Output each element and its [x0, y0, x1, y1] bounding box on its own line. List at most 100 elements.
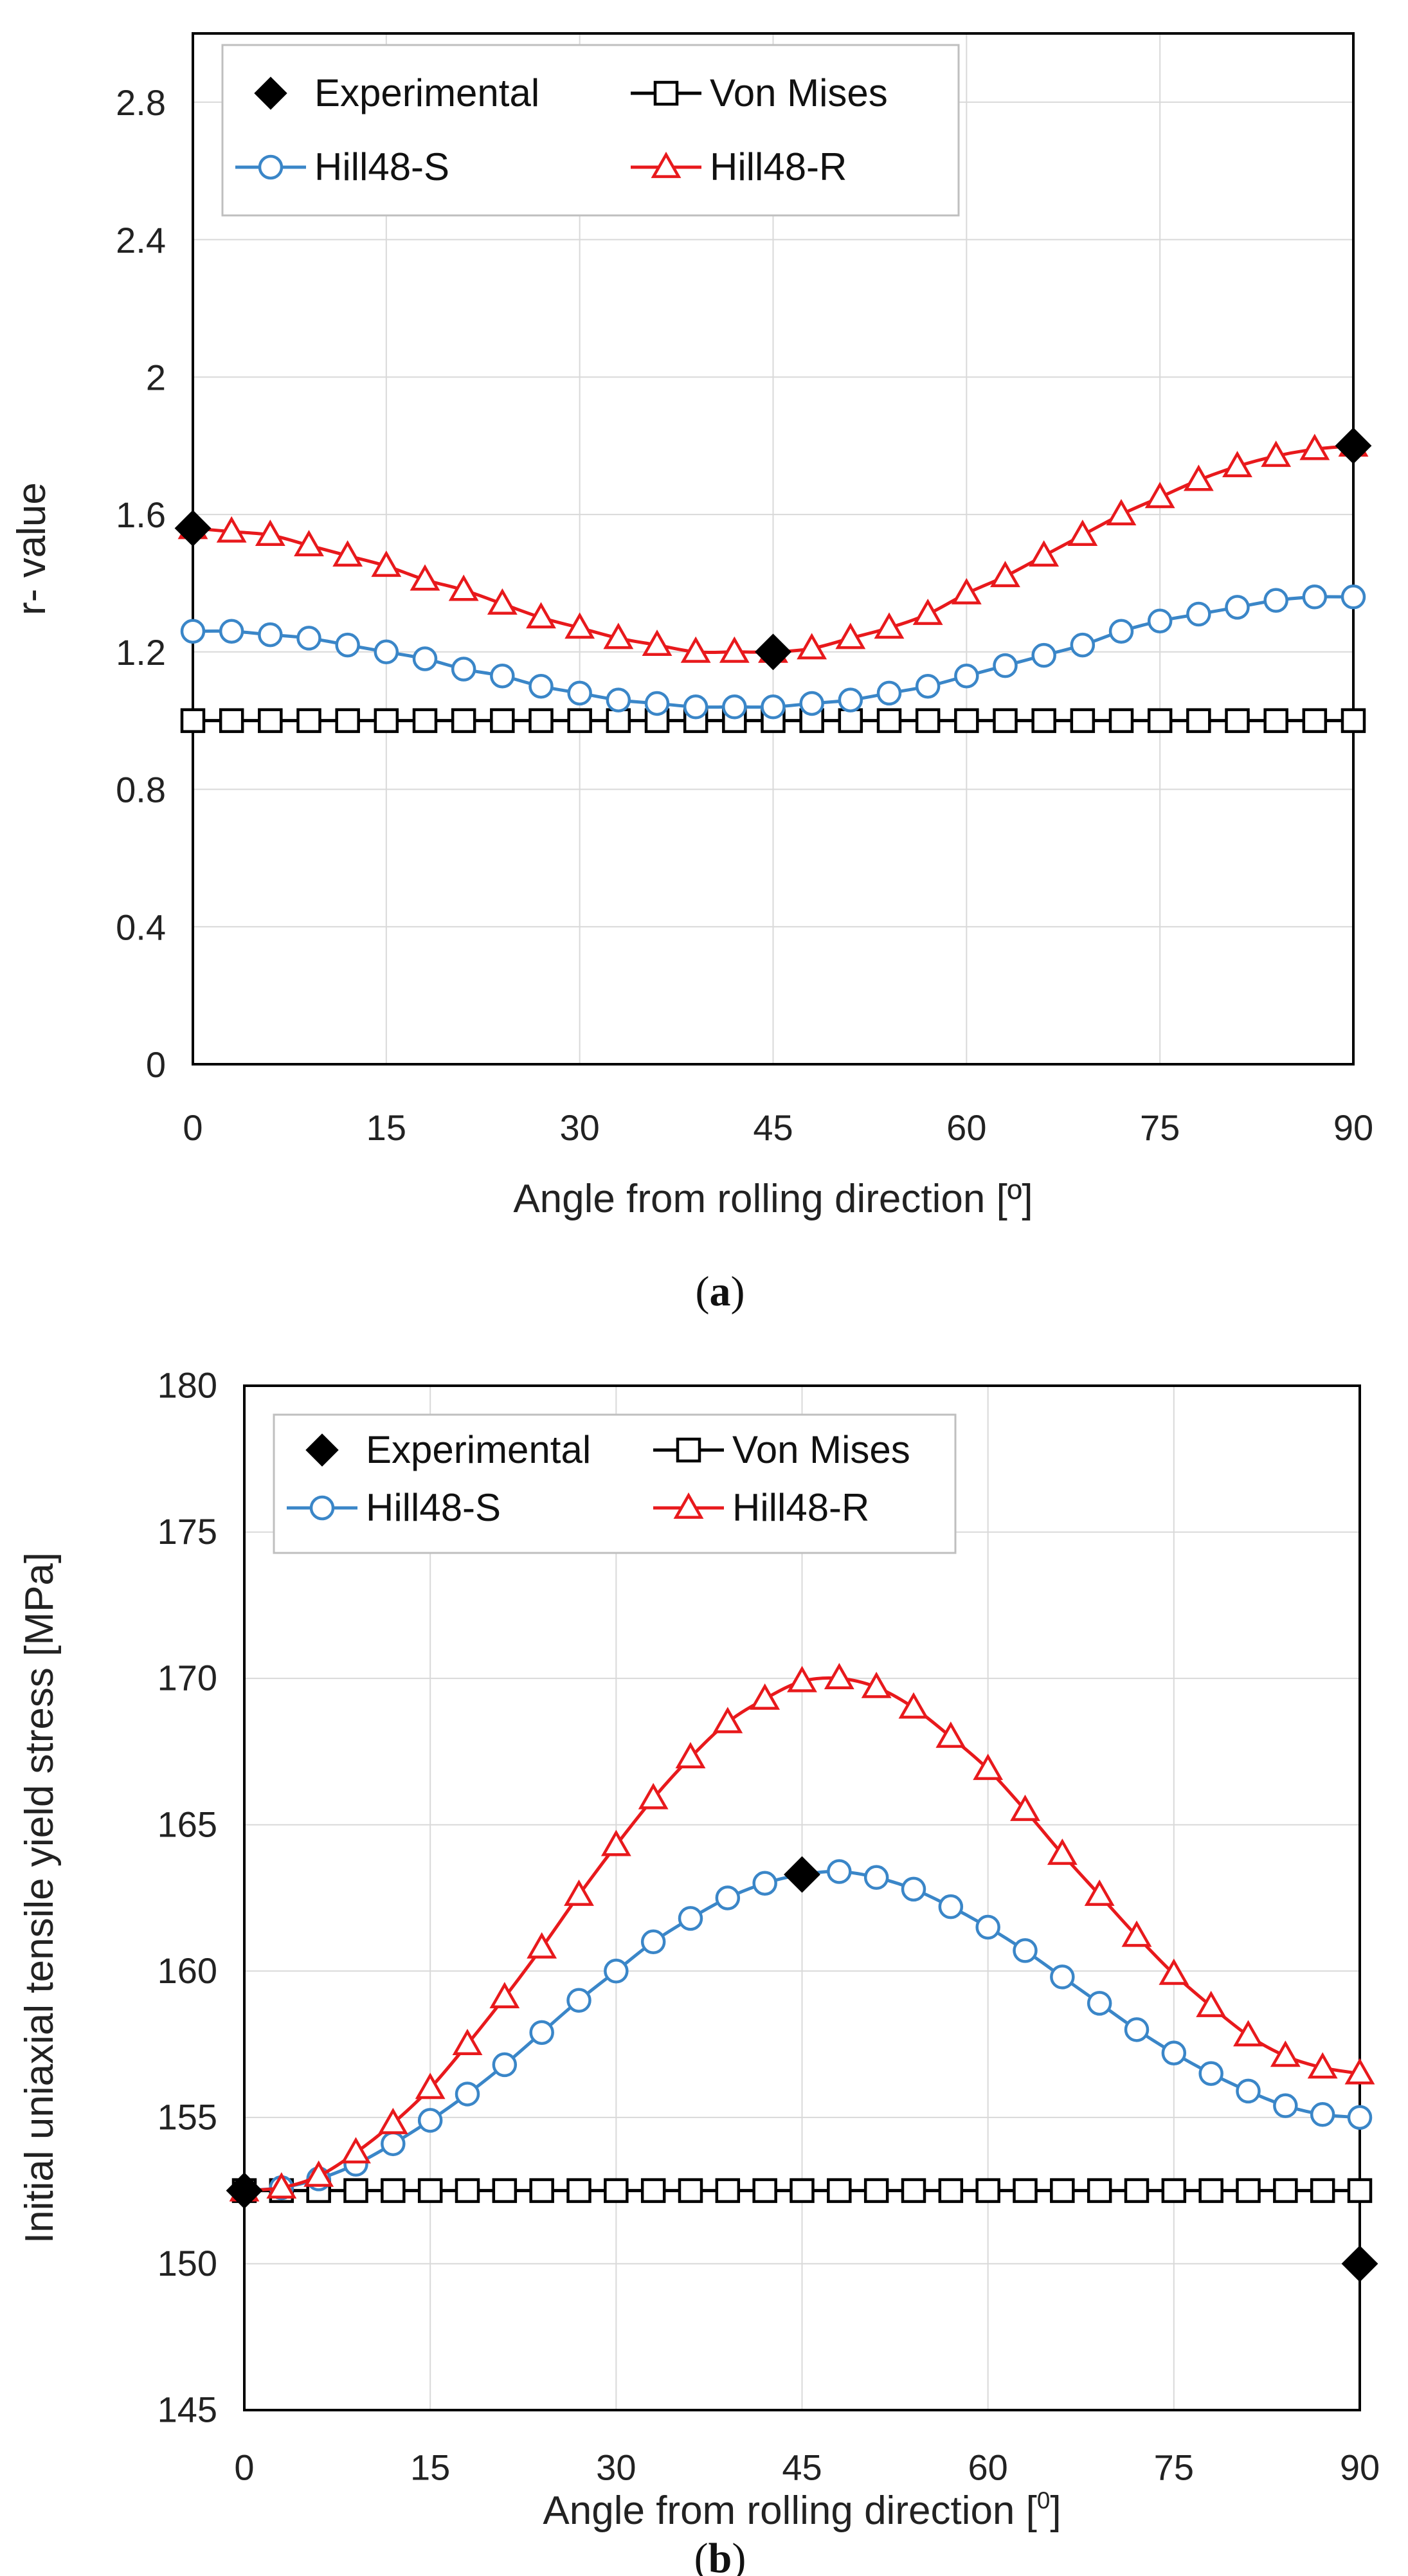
data-point: [1340, 585, 1366, 610]
data-point: [1144, 482, 1175, 509]
chart-a: 0 15 30 45 60 75 90 0 0.4 0.8 1.2 1.6 2 2.4 2.8 Angle f…: [10, 32, 1373, 1315]
data-point: [1186, 601, 1211, 627]
data-point: [1124, 2017, 1150, 2042]
data-point: [529, 2020, 554, 2045]
data-point: [1263, 588, 1288, 613]
x-axis-label: Angle from rolling direction [º]: [513, 1177, 1033, 1221]
legend-marker: [651, 151, 681, 178]
data-point: [303, 2160, 334, 2187]
data-point: [790, 2178, 815, 2203]
caption-paren-close: ): [732, 2535, 746, 2576]
data-point: [1270, 2040, 1301, 2067]
data-point: [448, 574, 479, 601]
data-point: [492, 2178, 518, 2203]
data-point: [1233, 2020, 1263, 2047]
x-tick-label: 30: [596, 2447, 636, 2488]
data-point: [838, 708, 863, 733]
data-point: [722, 694, 747, 720]
legend-marker: [676, 1437, 701, 1463]
data-point: [1196, 1990, 1227, 2017]
data-point: [912, 598, 943, 625]
legend-label: Von Mises: [710, 71, 888, 114]
data-point: [827, 1859, 852, 1884]
legend-label: Hill48-R: [732, 1486, 869, 1529]
x-tick-label: 60: [946, 1107, 986, 1148]
data-point: [1340, 708, 1366, 733]
data-point: [258, 708, 283, 733]
y-axis-label: r- value: [10, 482, 54, 615]
data-point: [374, 708, 399, 733]
data-point: [874, 612, 905, 639]
x-tick-label: 75: [1154, 2447, 1194, 2488]
data-point: [640, 1929, 666, 1955]
data-point: [216, 516, 247, 543]
legend-entry: Hill48-R: [653, 1486, 869, 1529]
data-point: [381, 2178, 406, 2203]
data-point: [1222, 451, 1252, 478]
legend-label: Hill48-R: [710, 145, 847, 188]
data-point: [1341, 2245, 1378, 2282]
data-point: [678, 2178, 703, 2203]
legend-entry: Hill48-S: [287, 1486, 501, 1529]
legend-marker: [254, 77, 287, 110]
data-point: [638, 1782, 669, 1810]
x-axis-label: Angle from rolling direction [0]: [543, 2487, 1061, 2533]
data-point: [1070, 708, 1096, 733]
data-point: [335, 632, 360, 658]
x-tick-label: 45: [753, 1107, 793, 1148]
legend-marker: [653, 80, 679, 106]
data-point: [715, 1885, 741, 1910]
data-point: [1261, 440, 1292, 467]
data-point: [719, 636, 750, 663]
y-tick-label: 170: [158, 1658, 217, 1698]
data-point: [761, 694, 786, 720]
data-point: [566, 1988, 591, 2013]
legend-entry: Hill48-R: [631, 145, 847, 188]
data-point: [604, 1959, 629, 1984]
legend-label: Experimental: [366, 1428, 591, 1471]
data-point: [993, 653, 1018, 678]
data-point: [915, 673, 941, 699]
x-tick-label: 0: [234, 2447, 254, 2488]
data-point: [415, 2073, 446, 2100]
legend-entry: Hill48-S: [235, 145, 449, 188]
data-point: [784, 1856, 820, 1893]
data-point: [1087, 1991, 1112, 2016]
data-point: [797, 633, 827, 660]
legend-label: Von Mises: [732, 1428, 910, 1471]
legend-entry: Von Mises: [631, 71, 888, 114]
data-point: [180, 619, 206, 644]
y-axis-label: Initial uniaxial tensile yield stress [M…: [17, 1552, 62, 2244]
data-point: [341, 2137, 371, 2164]
data-point: [1121, 1920, 1152, 1947]
x-tick-label: 45: [782, 2447, 822, 2488]
data-point: [1344, 2058, 1375, 2085]
data-point: [567, 708, 592, 733]
plot-frame: [243, 1384, 1361, 2411]
x-tick-label: 90: [1340, 2447, 1380, 2488]
data-point: [374, 639, 399, 665]
data-point: [1310, 2178, 1335, 2203]
data-point: [1147, 708, 1173, 733]
data-point: [335, 708, 360, 733]
y-tick-label: 150: [158, 2243, 217, 2283]
data-point: [451, 657, 476, 682]
plot-frame: [192, 32, 1355, 1066]
data-point: [683, 694, 709, 720]
x-tick-label: 90: [1333, 1107, 1373, 1148]
data-point: [1013, 1938, 1038, 1963]
data-point: [752, 2178, 777, 2203]
data-point: [1161, 2178, 1187, 2203]
data-point: [1029, 540, 1060, 567]
y-tick-label: 0.4: [116, 907, 166, 947]
data-point: [566, 2178, 591, 2203]
data-point: [835, 622, 866, 649]
data-point: [642, 630, 672, 657]
y-tick-label: 0.8: [116, 770, 166, 810]
data-point: [1198, 2178, 1223, 2203]
data-point: [752, 1871, 777, 1896]
data-point: [564, 1879, 594, 1906]
data-point: [644, 691, 670, 716]
legend-marker: [305, 1433, 339, 1467]
data-point: [1198, 2061, 1223, 2086]
